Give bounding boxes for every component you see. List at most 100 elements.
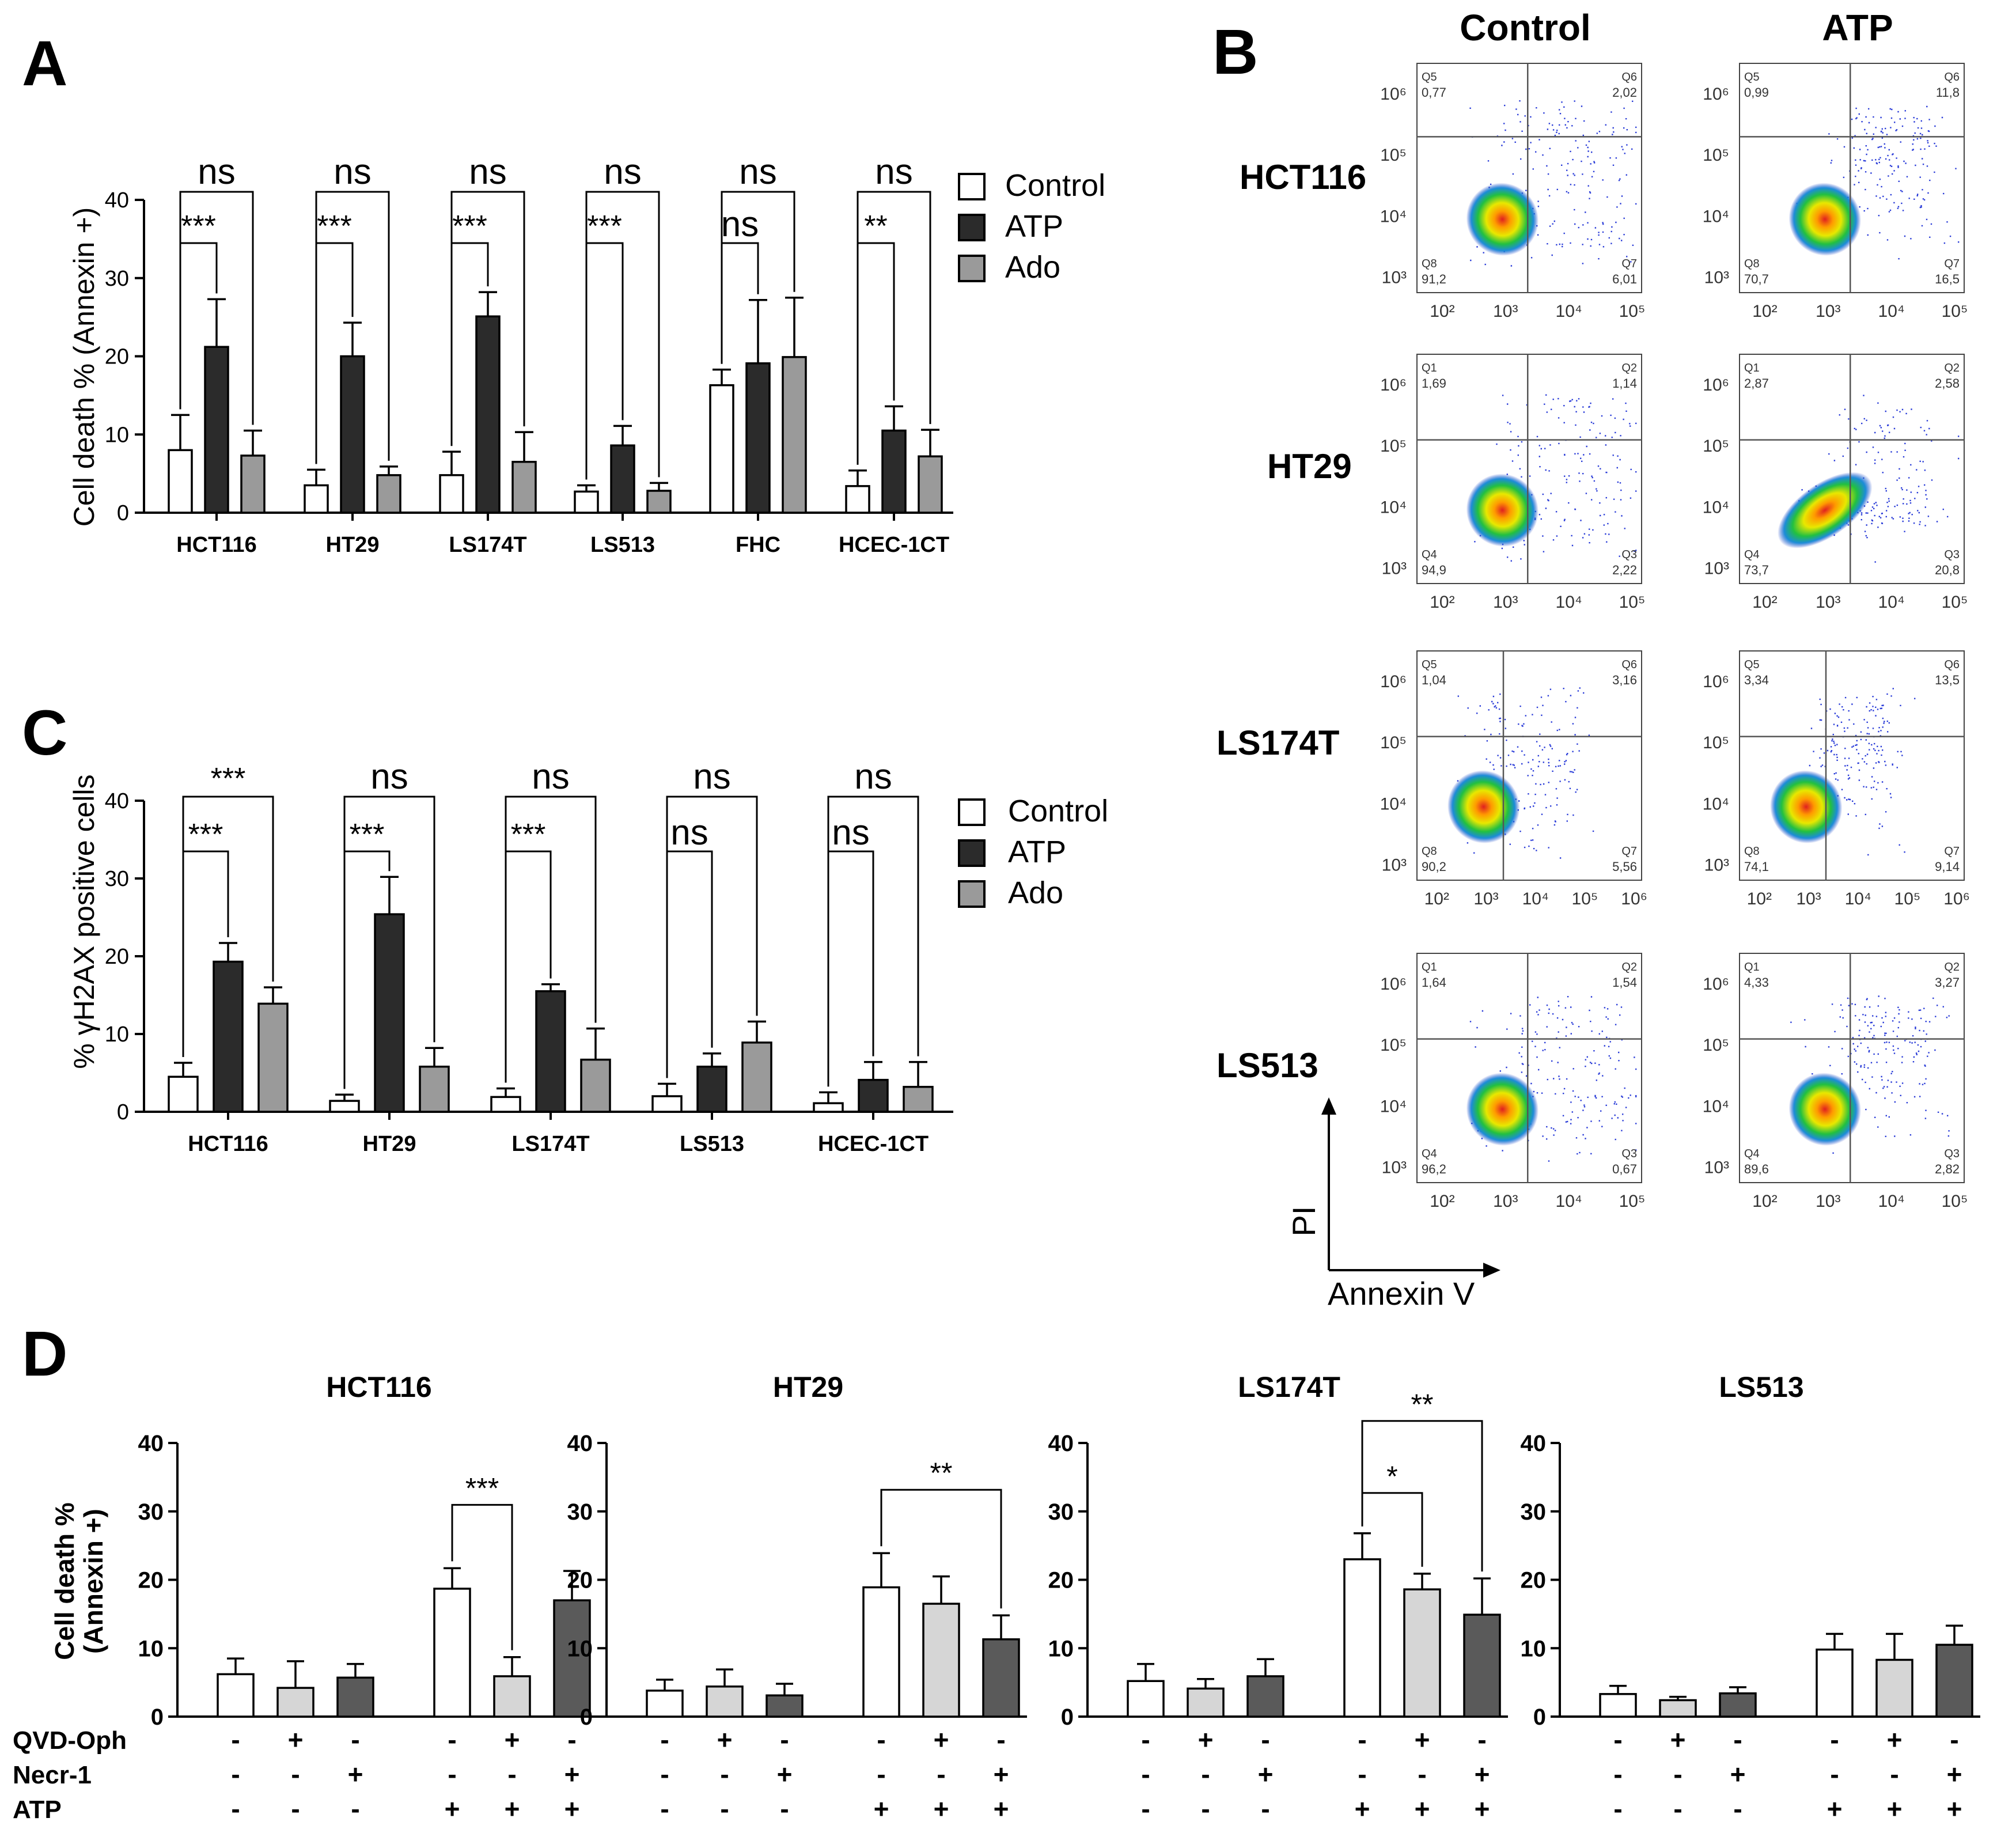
flow-quadrant-value: 89,6 (1744, 1162, 1769, 1176)
panel-c-legend: Control ATP Ado (958, 794, 1108, 910)
bar-a-hct116-atp (204, 346, 229, 514)
panel-d-sig-bracket (1361, 1492, 1423, 1567)
x-tick-label-c: HCEC-1CT (818, 1132, 929, 1156)
flow-quadrant-value: 1,64 (1422, 975, 1446, 990)
bar-a-hcec-1ct-control (845, 485, 870, 514)
bar-a-ls174t-atp (475, 315, 501, 514)
sig-label-inner-c: *** (188, 818, 223, 851)
flow-quadrant-value: 96,2 (1422, 1162, 1446, 1176)
bar-c-ht29-control (329, 1100, 360, 1113)
treatment-sign: + (1947, 1759, 1962, 1789)
panel-d-chart-hct116: HCT116 0 10 20 30 40 - - - + - - - + - - - + + - + - + + *** (138, 1371, 598, 1824)
flow-plot: Q1 1,69 Q2 1,14 Q4 94,9 Q3 2,22 10³ 10⁴ 10⁵ 10⁶ 10² 1… (1380, 354, 1645, 612)
flow-quadrant-value: 16,5 (1935, 272, 1960, 286)
panel-d-bar (217, 1673, 255, 1718)
flow-quadrant-value: 1,69 (1422, 376, 1446, 391)
flow-plot-frame (1416, 63, 1642, 293)
treatment-sign: - (507, 1759, 516, 1789)
legend-a-label-control: Control (1005, 168, 1105, 203)
annexin-arrow-head (1483, 1263, 1500, 1278)
sig-label-inner-c: ns (832, 813, 869, 853)
flow-x-tick-label: 10⁴ (1556, 302, 1582, 321)
legend-a-label-atp: ATP (1005, 209, 1063, 244)
panel-a-y-label: Cell death % (Annexin +) (68, 207, 100, 527)
treatment-sign: + (1730, 1759, 1746, 1789)
panel-d-y-tick-label: 20 (138, 1568, 164, 1593)
flow-quadrant-name: Q3 (1944, 548, 1960, 561)
sig-bracket-inner-a (450, 242, 489, 446)
flow-quadrant-value: 20,8 (1935, 563, 1960, 577)
flow-row-label-ls174t: LS174T (1217, 724, 1339, 762)
flow-quadrant-value: 73,7 (1744, 563, 1769, 577)
bar-c-ht29-atp (374, 913, 405, 1113)
sig-label-inner-c: *** (511, 818, 546, 851)
flow-quadrant-value: 13,5 (1935, 673, 1960, 687)
panel-d-bar (336, 1676, 374, 1718)
flow-quadrant-name: Q8 (1744, 845, 1760, 858)
flow-x-tick-label: 10⁵ (1572, 889, 1598, 908)
panel-d-y-tick-label: 20 (1048, 1568, 1074, 1593)
panel-d-bar (646, 1690, 684, 1718)
treatment-sign: - (1830, 1725, 1839, 1755)
flow-y-tick-label: 10³ (1704, 559, 1729, 578)
bar-a-hcec-1ct-ado (918, 455, 943, 514)
flow-x-tick-label: 10³ (1493, 302, 1518, 321)
panel-d-sig-bracket (451, 1503, 513, 1650)
legend-a-label-ado: Ado (1005, 250, 1060, 285)
sig-label-outer-c: ns (532, 757, 569, 797)
y-tick-label-c: 10 (105, 1022, 129, 1047)
panel-d-y-tick-label: 10 (1521, 1636, 1547, 1661)
flow-y-tick-label: 10⁵ (1380, 437, 1407, 456)
panel-d-bar (766, 1694, 804, 1718)
treatment-sign: - (1613, 1725, 1622, 1755)
sig-bracket-inner-a (857, 242, 895, 465)
sig-label-outer-a: ns (604, 152, 641, 192)
flow-x-tick-label: 10⁵ (1942, 302, 1968, 321)
sig-label-outer-a: ns (875, 152, 912, 192)
treatment-sign: - (231, 1725, 240, 1755)
sig-label-outer-a: ns (198, 152, 235, 192)
treatment-sign: + (1827, 1794, 1843, 1824)
sig-bracket-inner-a (585, 242, 624, 480)
panel-d-title: HCT116 (326, 1371, 431, 1403)
flow-y-tick-label: 10³ (1704, 855, 1729, 874)
flow-quadrant-name: Q4 (1744, 1147, 1760, 1160)
panel-d-y-label-line1: Cell death % (50, 1502, 79, 1660)
treatment-sign: + (564, 1794, 580, 1824)
treatment-label-atp: ATP (13, 1796, 62, 1824)
flow-x-tick-label: 10⁴ (1845, 889, 1871, 908)
flow-x-tick-label: 10⁴ (1556, 1192, 1582, 1211)
panel-letter-d: D (22, 1319, 67, 1389)
flow-quadrant-name: Q8 (1422, 257, 1437, 270)
panel-d-y-label-line2: (Annexin +) (78, 1509, 108, 1654)
treatment-sign: + (505, 1725, 520, 1755)
flow-quadrant-name: Q6 (1944, 71, 1960, 84)
panel-d-bar (1719, 1692, 1757, 1718)
x-tick-label-c: LS513 (680, 1132, 744, 1156)
flow-y-tick-label: 10⁵ (1380, 733, 1407, 752)
sig-label-inner-a: *** (452, 210, 487, 243)
sig-label-outer-c: ns (693, 757, 730, 797)
flow-x-tick-label: 10³ (1473, 889, 1498, 908)
treatment-sign: - (660, 1759, 669, 1789)
flow-quadrant-name: Q7 (1944, 257, 1960, 270)
panel-letter-c: C (22, 698, 67, 768)
flow-x-tick-label: 10³ (1796, 889, 1821, 908)
bar-a-hct116-ado (240, 454, 266, 514)
flow-x-tick-label: 10⁵ (1619, 1192, 1646, 1211)
bar-a-ht29-atp (340, 355, 365, 514)
treatment-sign: - (567, 1725, 576, 1755)
flow-y-tick-label: 10³ (1704, 1158, 1729, 1177)
panel-d-bar (1343, 1558, 1381, 1718)
panel-d-y-tick-label: 20 (1521, 1568, 1547, 1593)
sig-label-outer-c: *** (211, 762, 246, 796)
flow-density-core (1788, 183, 1861, 256)
panel-d-bar (706, 1686, 744, 1718)
flow-quadrant-value: 0,67 (1612, 1162, 1637, 1176)
flow-x-tick-label: 10⁵ (1619, 302, 1646, 321)
panel-d-sig-label: *** (465, 1472, 499, 1504)
flow-y-axis-label: PI (1286, 1206, 1322, 1237)
panel-a-plot: 010203040HCT116ns***HT29ns***LS174Tns***… (105, 152, 953, 557)
flow-y-tick-label: 10³ (1382, 1158, 1407, 1177)
